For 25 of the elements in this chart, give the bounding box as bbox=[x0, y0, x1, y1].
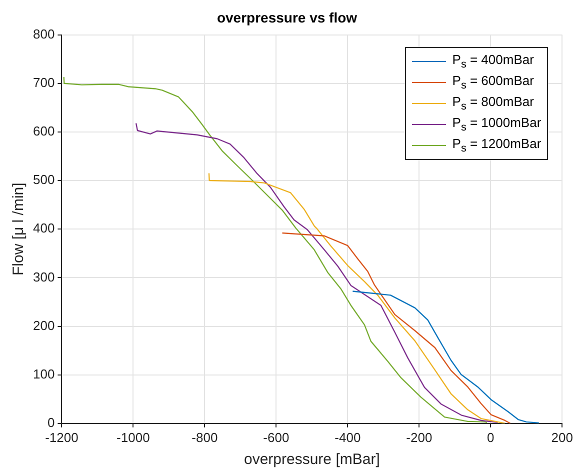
x-tick-label: 0 bbox=[487, 430, 494, 445]
x-tick-label: -400 bbox=[334, 430, 361, 445]
legend-label: P$_{s}$ = 600mBar bbox=[452, 73, 534, 92]
y-tick-label: 500 bbox=[32, 172, 55, 188]
y-axis-title: Flow [μ l /min] bbox=[10, 182, 28, 276]
y-tick-label: 100 bbox=[32, 366, 55, 382]
y-tick-label: 0 bbox=[47, 414, 55, 430]
chart-title: overpressure vs flow bbox=[216, 9, 358, 26]
legend-label: P$_{s}$ = 1200mBar bbox=[452, 136, 542, 155]
x-tick-label: -800 bbox=[192, 430, 218, 445]
x-tick-label: -1000 bbox=[116, 430, 150, 445]
y-tick-label: 200 bbox=[32, 318, 55, 333]
y-tick-label: 700 bbox=[32, 74, 55, 90]
x-tick-label: -200 bbox=[406, 430, 432, 445]
y-tick-label: 400 bbox=[32, 220, 55, 236]
x-tick-label: 200 bbox=[551, 430, 574, 445]
y-tick-label: 600 bbox=[32, 124, 55, 139]
legend-label: P$_{s}$ = 800mBar bbox=[452, 94, 534, 113]
y-tick-label: 800 bbox=[32, 26, 55, 42]
legend-label: P$_{s}$ = 1000mBar bbox=[452, 115, 542, 134]
x-axis-title: overpressure [mBar] bbox=[244, 451, 380, 468]
legend-label: P$_{s}$ = 400mBar bbox=[452, 52, 534, 71]
y-tick-label: 300 bbox=[32, 269, 55, 284]
x-tick-label: -600 bbox=[263, 430, 290, 445]
x-tick-label: -1200 bbox=[45, 430, 78, 445]
